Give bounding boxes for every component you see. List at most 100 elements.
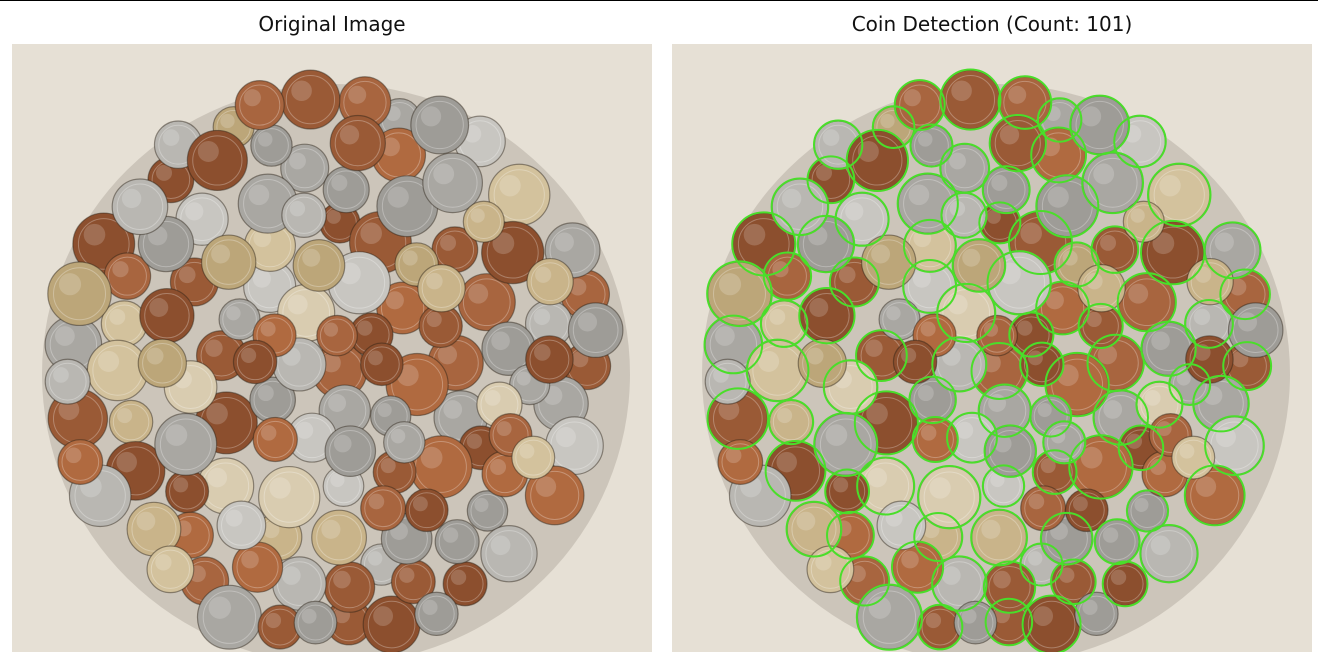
coin <box>1078 303 1123 349</box>
detection-circle <box>770 177 830 237</box>
coin <box>126 501 182 557</box>
detection-circle <box>1113 114 1167 169</box>
detection-circle <box>978 201 1022 245</box>
detection-circle <box>1050 558 1097 606</box>
detection-circle <box>970 508 1028 567</box>
coin <box>232 339 278 385</box>
detection-circle <box>853 390 919 456</box>
detection-circle <box>1219 268 1271 321</box>
top-border-line <box>0 0 1318 1</box>
detection-circle <box>951 238 1007 293</box>
detection-circle <box>824 468 871 515</box>
detection-circle <box>977 383 1032 438</box>
detection-circle <box>909 123 954 168</box>
coin <box>1064 488 1109 533</box>
detection-circle <box>1021 594 1082 652</box>
detection-circle <box>871 105 916 149</box>
detection-circle <box>1184 299 1234 349</box>
coin <box>231 541 284 593</box>
coin <box>1122 200 1165 243</box>
coin <box>362 595 421 652</box>
coin <box>1148 163 1211 227</box>
detection-circle <box>798 287 856 345</box>
coin <box>414 591 459 637</box>
coin <box>322 166 370 214</box>
coin <box>280 69 341 130</box>
coin <box>216 500 267 551</box>
coin <box>86 339 149 402</box>
detection-circle <box>826 510 875 560</box>
detection-circle <box>1044 351 1110 418</box>
detection-circle <box>1053 241 1100 288</box>
coin <box>567 302 624 358</box>
coin <box>57 439 104 485</box>
detection-circle <box>984 597 1034 647</box>
coin <box>218 298 261 341</box>
coin-detection-title: Coin Detection (Count: 101) <box>851 12 1133 36</box>
detection-circle <box>917 464 982 530</box>
detection-circle <box>981 464 1026 508</box>
coin <box>1077 264 1126 313</box>
coin <box>1074 591 1119 637</box>
detection-circle <box>1140 320 1197 377</box>
coin <box>359 342 404 387</box>
detection-circle <box>1086 333 1145 393</box>
coin <box>704 358 751 405</box>
coin <box>360 485 407 532</box>
coin <box>525 335 574 384</box>
coin <box>912 416 958 463</box>
detection-circle <box>834 191 890 247</box>
detection-circle <box>1031 449 1078 495</box>
coin <box>383 421 426 464</box>
detection-circle <box>893 79 946 132</box>
detection-circle <box>936 282 997 344</box>
detection-circle <box>1135 380 1184 429</box>
detection-circle <box>1077 302 1124 349</box>
detection-circle <box>1069 94 1131 156</box>
coin <box>1227 302 1284 358</box>
coin <box>280 143 330 193</box>
coin <box>196 584 262 650</box>
coin <box>481 321 536 376</box>
coin <box>108 399 154 445</box>
coin <box>234 80 285 131</box>
coin <box>861 234 917 290</box>
detection-circle <box>762 251 813 301</box>
detection-circle <box>1068 434 1134 500</box>
coin <box>410 95 470 155</box>
detection-circle <box>1039 511 1094 566</box>
detection-circle <box>988 113 1047 173</box>
detection-circle <box>1035 174 1100 239</box>
coin <box>272 556 327 611</box>
coin <box>892 339 938 385</box>
coin <box>462 200 505 243</box>
detection-circle <box>1203 221 1262 280</box>
detection-circle <box>916 603 964 651</box>
detection-circle <box>706 260 773 328</box>
detection-coin-photo <box>672 44 1312 652</box>
detection-circle <box>986 250 1052 316</box>
coin <box>404 488 449 533</box>
detection-circle <box>1204 415 1265 477</box>
coin <box>329 114 386 172</box>
detection-circle <box>745 338 810 403</box>
detection-circle <box>902 218 957 273</box>
detection-circle <box>1030 126 1088 184</box>
detection-circle <box>940 191 988 239</box>
detection-circle <box>1019 341 1065 387</box>
detection-circle <box>982 560 1037 614</box>
coin <box>146 545 195 594</box>
detection-circle <box>1036 97 1083 143</box>
detection-circle <box>1183 464 1246 527</box>
coin <box>717 439 764 485</box>
original-image-panel <box>12 44 652 652</box>
detection-circle <box>855 583 923 651</box>
detection-circle <box>1101 560 1149 608</box>
coin <box>704 315 763 374</box>
coin <box>856 584 922 650</box>
coin <box>195 330 247 382</box>
detection-circle <box>839 555 891 607</box>
coin <box>511 435 556 480</box>
detection-circle <box>1090 225 1140 274</box>
coin <box>44 358 91 405</box>
